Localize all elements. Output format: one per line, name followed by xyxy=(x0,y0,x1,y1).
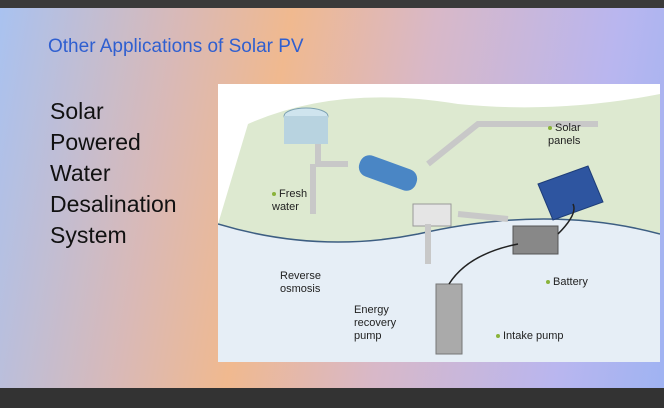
label-text: Battery xyxy=(553,276,588,288)
label-text: Solar panels xyxy=(548,122,581,147)
window-bar xyxy=(0,0,664,8)
label-reverse-osmosis: Reverse osmosis xyxy=(280,270,332,296)
label-battery: Battery xyxy=(546,276,616,289)
label-text: Fresh water xyxy=(272,188,307,213)
body-line: Water xyxy=(50,158,177,189)
body-line: Desalination xyxy=(50,189,177,220)
diagram-art xyxy=(218,84,660,362)
slide: Other Applications of Solar PV Solar Pow… xyxy=(0,8,664,388)
bullet xyxy=(546,280,550,284)
battery xyxy=(513,226,558,254)
slide-title: Other Applications of Solar PV xyxy=(48,36,304,58)
body-line: Powered xyxy=(50,127,177,158)
label-text: Energy recovery pump xyxy=(354,304,396,342)
bullet xyxy=(548,126,552,130)
diagram xyxy=(218,84,660,362)
bullet xyxy=(496,334,500,338)
label-solar-panels: Solar panels xyxy=(548,122,592,148)
body-line: System xyxy=(50,220,177,251)
label-text: Intake pump xyxy=(503,330,564,342)
body-line: Solar xyxy=(50,96,177,127)
erp-box xyxy=(413,204,451,226)
intake-pump xyxy=(436,284,462,354)
taskbar xyxy=(0,388,664,408)
screen: Other Applications of Solar PV Solar Pow… xyxy=(0,0,664,408)
label-energy-recovery-pump: Energy recovery pump xyxy=(354,304,406,343)
tank xyxy=(284,116,328,144)
label-text: Reverse osmosis xyxy=(280,270,321,295)
bullet xyxy=(272,192,276,196)
label-fresh-water: Fresh water xyxy=(272,188,314,214)
slide-body: Solar Powered Water Desalination System xyxy=(50,96,177,251)
label-intake-pump: Intake pump xyxy=(496,330,596,343)
